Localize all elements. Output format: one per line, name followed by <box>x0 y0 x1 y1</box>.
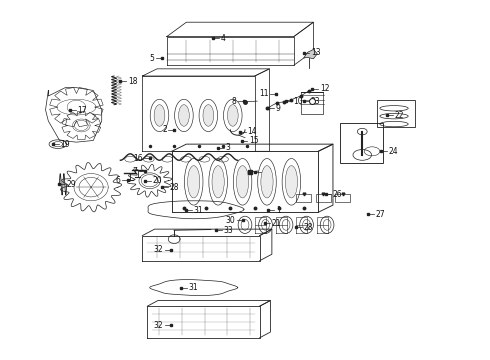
Text: 22: 22 <box>394 111 404 120</box>
Text: 4: 4 <box>220 34 225 43</box>
Ellipse shape <box>261 166 273 198</box>
Text: 10: 10 <box>293 96 302 105</box>
Ellipse shape <box>178 105 189 126</box>
Text: 1: 1 <box>276 206 281 215</box>
Text: 29: 29 <box>67 180 76 189</box>
Ellipse shape <box>203 105 214 126</box>
Text: 7: 7 <box>133 167 138 176</box>
Text: 8: 8 <box>232 96 237 105</box>
Text: 21: 21 <box>272 219 281 228</box>
Bar <box>296 194 311 202</box>
Text: 2: 2 <box>162 125 167 134</box>
Text: 31: 31 <box>194 206 203 215</box>
Text: 9: 9 <box>276 104 281 113</box>
Bar <box>377 100 415 127</box>
Bar <box>340 123 383 163</box>
Text: 27: 27 <box>375 210 385 219</box>
Text: 17: 17 <box>77 105 87 114</box>
Bar <box>316 194 331 202</box>
Text: 23: 23 <box>311 96 320 105</box>
Text: 6: 6 <box>116 176 121 185</box>
Ellipse shape <box>237 166 248 198</box>
Ellipse shape <box>154 105 165 126</box>
Text: 12: 12 <box>320 84 329 93</box>
Text: 25: 25 <box>262 168 272 177</box>
Text: 11: 11 <box>259 89 269 98</box>
Bar <box>335 194 350 202</box>
Text: 24: 24 <box>388 147 398 156</box>
Text: 32: 32 <box>154 321 163 330</box>
Text: 18: 18 <box>128 77 137 86</box>
Text: 5: 5 <box>150 54 155 63</box>
Text: 28: 28 <box>169 183 179 192</box>
Text: 32: 32 <box>154 246 163 255</box>
Text: 33: 33 <box>223 226 233 235</box>
Text: 3: 3 <box>225 143 230 152</box>
Ellipse shape <box>285 166 297 198</box>
Ellipse shape <box>227 105 238 126</box>
Text: 20: 20 <box>152 176 162 185</box>
Text: 26: 26 <box>333 190 343 199</box>
Text: 13: 13 <box>311 48 320 57</box>
Bar <box>301 92 323 114</box>
Text: 30: 30 <box>225 216 235 225</box>
Text: 14: 14 <box>247 127 257 136</box>
Ellipse shape <box>212 166 224 198</box>
Text: 19: 19 <box>60 140 70 149</box>
Text: 28: 28 <box>304 223 313 232</box>
Ellipse shape <box>188 166 200 198</box>
Polygon shape <box>304 49 318 59</box>
Text: 15: 15 <box>249 136 259 145</box>
Text: 16: 16 <box>133 154 143 163</box>
Text: 31: 31 <box>189 283 198 292</box>
